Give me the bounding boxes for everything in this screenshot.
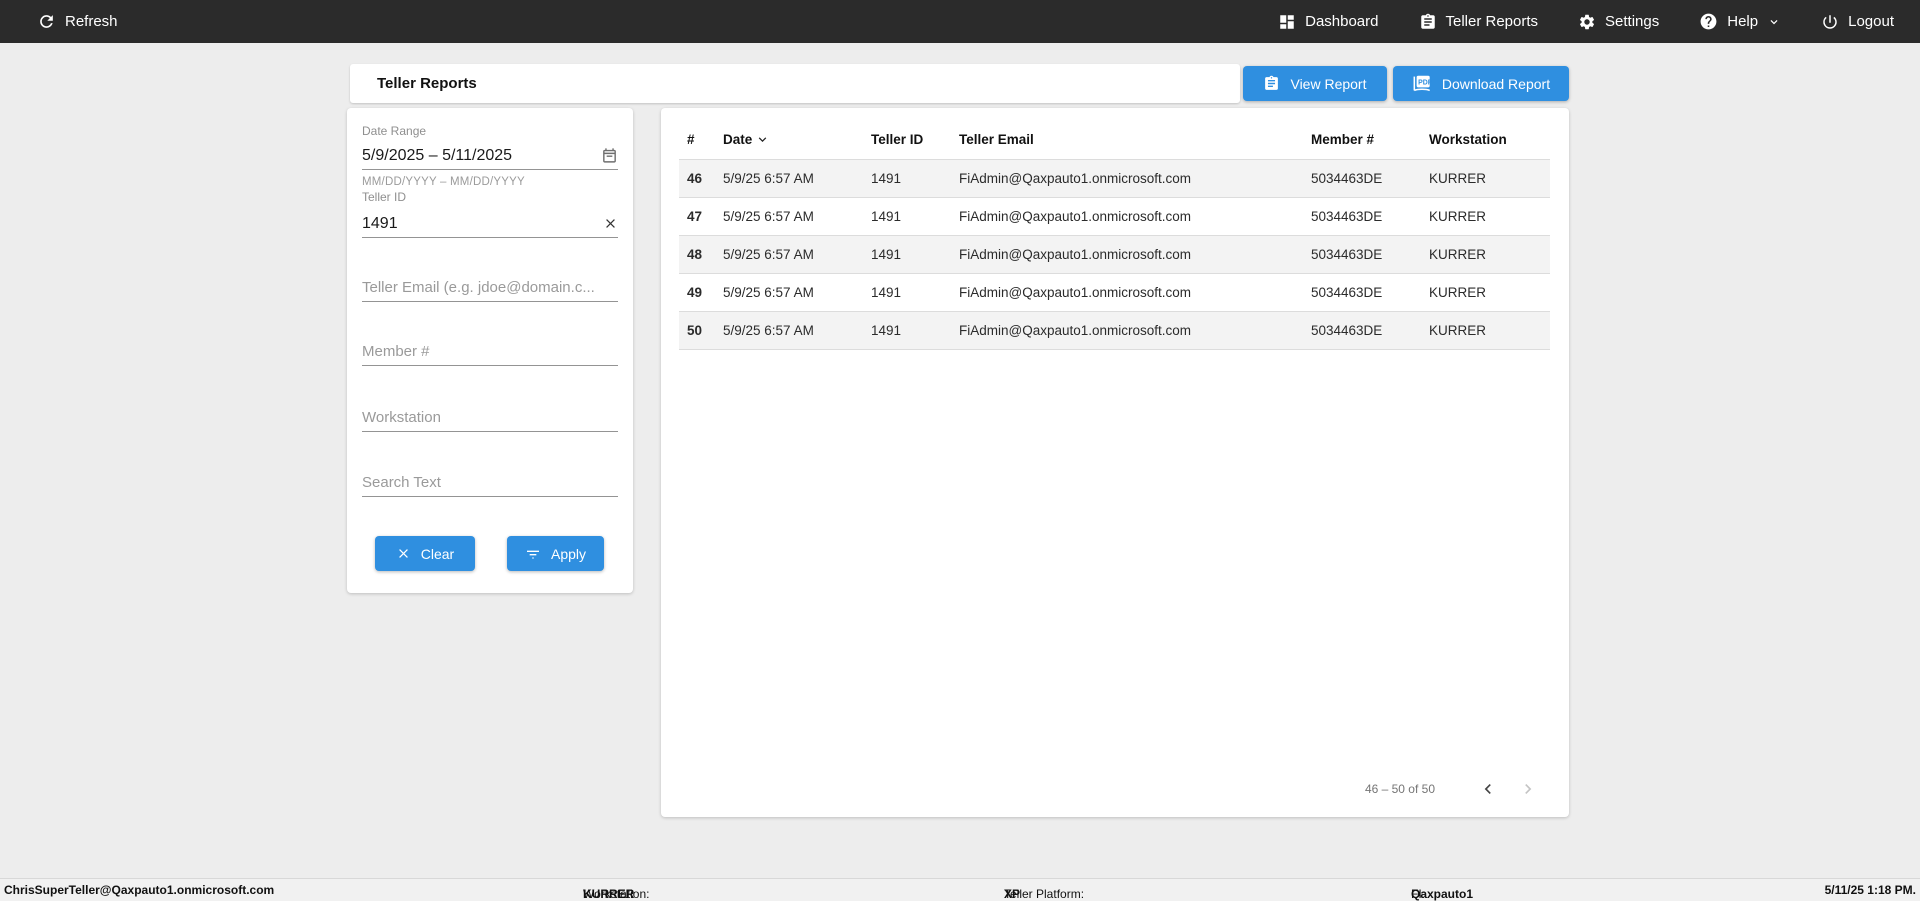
previous-page-button[interactable] xyxy=(1475,777,1501,801)
clear-teller-id-icon[interactable] xyxy=(603,216,618,231)
pagination: 46 – 50 of 50 xyxy=(1365,777,1541,801)
dashboard-icon xyxy=(1278,13,1296,31)
pagination-range-label: 46 – 50 of 50 xyxy=(1364,782,1435,796)
pdf-icon: PDF xyxy=(1412,75,1432,92)
date-range-helper: MM/DD/YYYY – MM/DD/YYYY xyxy=(362,176,525,188)
member-number-field[interactable] xyxy=(362,338,618,366)
nav-teller-reports[interactable]: Teller Reports xyxy=(1419,13,1539,31)
help-icon xyxy=(1699,12,1718,31)
nav-logout-label: Logout xyxy=(1848,13,1894,30)
refresh-button[interactable]: Refresh xyxy=(37,12,118,31)
download-report-label: Download Report xyxy=(1441,75,1551,92)
refresh-label: Refresh xyxy=(65,13,118,30)
col-header-num: # xyxy=(687,132,695,147)
topbar-right-nav: Dashboard Teller Reports Settings Help xyxy=(1278,12,1894,31)
status-footer: ChrisSuperTeller@Qaxpauto1.onmicrosoft.c… xyxy=(0,878,1920,901)
member-number-input[interactable] xyxy=(362,339,618,364)
nav-teller-reports-label: Teller Reports xyxy=(1445,13,1539,30)
gear-icon xyxy=(1578,13,1596,31)
table-row[interactable]: 49 5/9/25 6:57 AM 1491 FiAdmin@Qaxpauto1… xyxy=(679,274,1550,312)
report-table-panel: # Date Teller ID Teller Email Member # W… xyxy=(661,108,1569,817)
col-header-date[interactable]: Date xyxy=(723,132,871,147)
nav-help-label: Help xyxy=(1727,13,1759,30)
search-text-field[interactable] xyxy=(362,469,618,497)
page-title-bar: Teller Reports xyxy=(350,64,1240,103)
col-header-teller-id: Teller ID xyxy=(871,132,924,147)
workstation-field[interactable] xyxy=(362,404,618,432)
view-report-label: View Report xyxy=(1290,75,1367,92)
table-row[interactable]: 48 5/9/25 6:57 AM 1491 FiAdmin@Qaxpauto1… xyxy=(679,236,1550,274)
nav-settings-label: Settings xyxy=(1605,13,1660,30)
table-header-row: # Date Teller ID Teller Email Member # W… xyxy=(679,120,1550,160)
date-range-input[interactable] xyxy=(362,143,601,168)
apply-button-label: Apply xyxy=(550,545,587,562)
download-report-button[interactable]: PDF Download Report xyxy=(1393,66,1569,101)
teller-id-field[interactable] xyxy=(362,210,618,238)
clear-button[interactable]: Clear xyxy=(375,536,475,571)
footer-datetime: 5/11/25 1:18 PM. xyxy=(1824,883,1916,897)
nav-logout[interactable]: Logout xyxy=(1821,13,1894,31)
col-header-teller-email: Teller Email xyxy=(959,132,1034,147)
table-row[interactable]: 47 5/9/25 6:57 AM 1491 FiAdmin@Qaxpauto1… xyxy=(679,198,1550,236)
power-icon xyxy=(1821,13,1839,31)
date-range-label: Date Range xyxy=(362,124,427,138)
chevron-down-icon xyxy=(1767,15,1781,29)
report-table: # Date Teller ID Teller Email Member # W… xyxy=(679,120,1550,350)
refresh-icon xyxy=(37,12,56,31)
nav-settings[interactable]: Settings xyxy=(1578,13,1659,31)
nav-dashboard[interactable]: Dashboard xyxy=(1278,13,1379,31)
apply-button[interactable]: Apply xyxy=(507,536,604,571)
filters-panel: Date Range MM/DD/YYYY – MM/DD/YYYY Telle… xyxy=(347,108,633,593)
view-report-icon xyxy=(1263,75,1280,92)
page-title: Teller Reports xyxy=(377,75,477,92)
col-header-workstation: Workstation xyxy=(1429,132,1507,147)
teller-id-input[interactable] xyxy=(362,211,603,236)
teller-email-input[interactable] xyxy=(362,275,618,300)
col-header-member: Member # xyxy=(1311,132,1375,147)
next-page-button[interactable] xyxy=(1515,777,1541,801)
clear-button-label: Clear xyxy=(420,545,455,562)
svg-text:PDF: PDF xyxy=(1418,79,1432,86)
teller-id-label: Teller ID xyxy=(362,190,407,204)
close-icon xyxy=(396,546,411,561)
footer-user-email: ChrisSuperTeller@Qaxpauto1.onmicrosoft.c… xyxy=(4,883,275,897)
filter-icon xyxy=(525,546,541,562)
calendar-icon[interactable] xyxy=(601,147,618,164)
search-text-input[interactable] xyxy=(362,470,618,495)
clipboard-icon xyxy=(1419,13,1437,31)
nav-dashboard-label: Dashboard xyxy=(1305,13,1379,30)
view-report-button[interactable]: View Report xyxy=(1243,66,1387,101)
top-navigation-bar: Refresh Dashboard Teller Reports Setting… xyxy=(0,0,1920,43)
nav-help[interactable]: Help xyxy=(1699,12,1781,31)
table-row[interactable]: 50 5/9/25 6:57 AM 1491 FiAdmin@Qaxpauto1… xyxy=(679,312,1550,350)
table-row[interactable]: 46 5/9/25 6:57 AM 1491 FiAdmin@Qaxpauto1… xyxy=(679,160,1550,198)
teller-email-field[interactable] xyxy=(362,274,618,302)
sort-desc-icon xyxy=(755,132,770,147)
date-range-field[interactable] xyxy=(362,142,618,170)
workstation-input[interactable] xyxy=(362,405,618,430)
